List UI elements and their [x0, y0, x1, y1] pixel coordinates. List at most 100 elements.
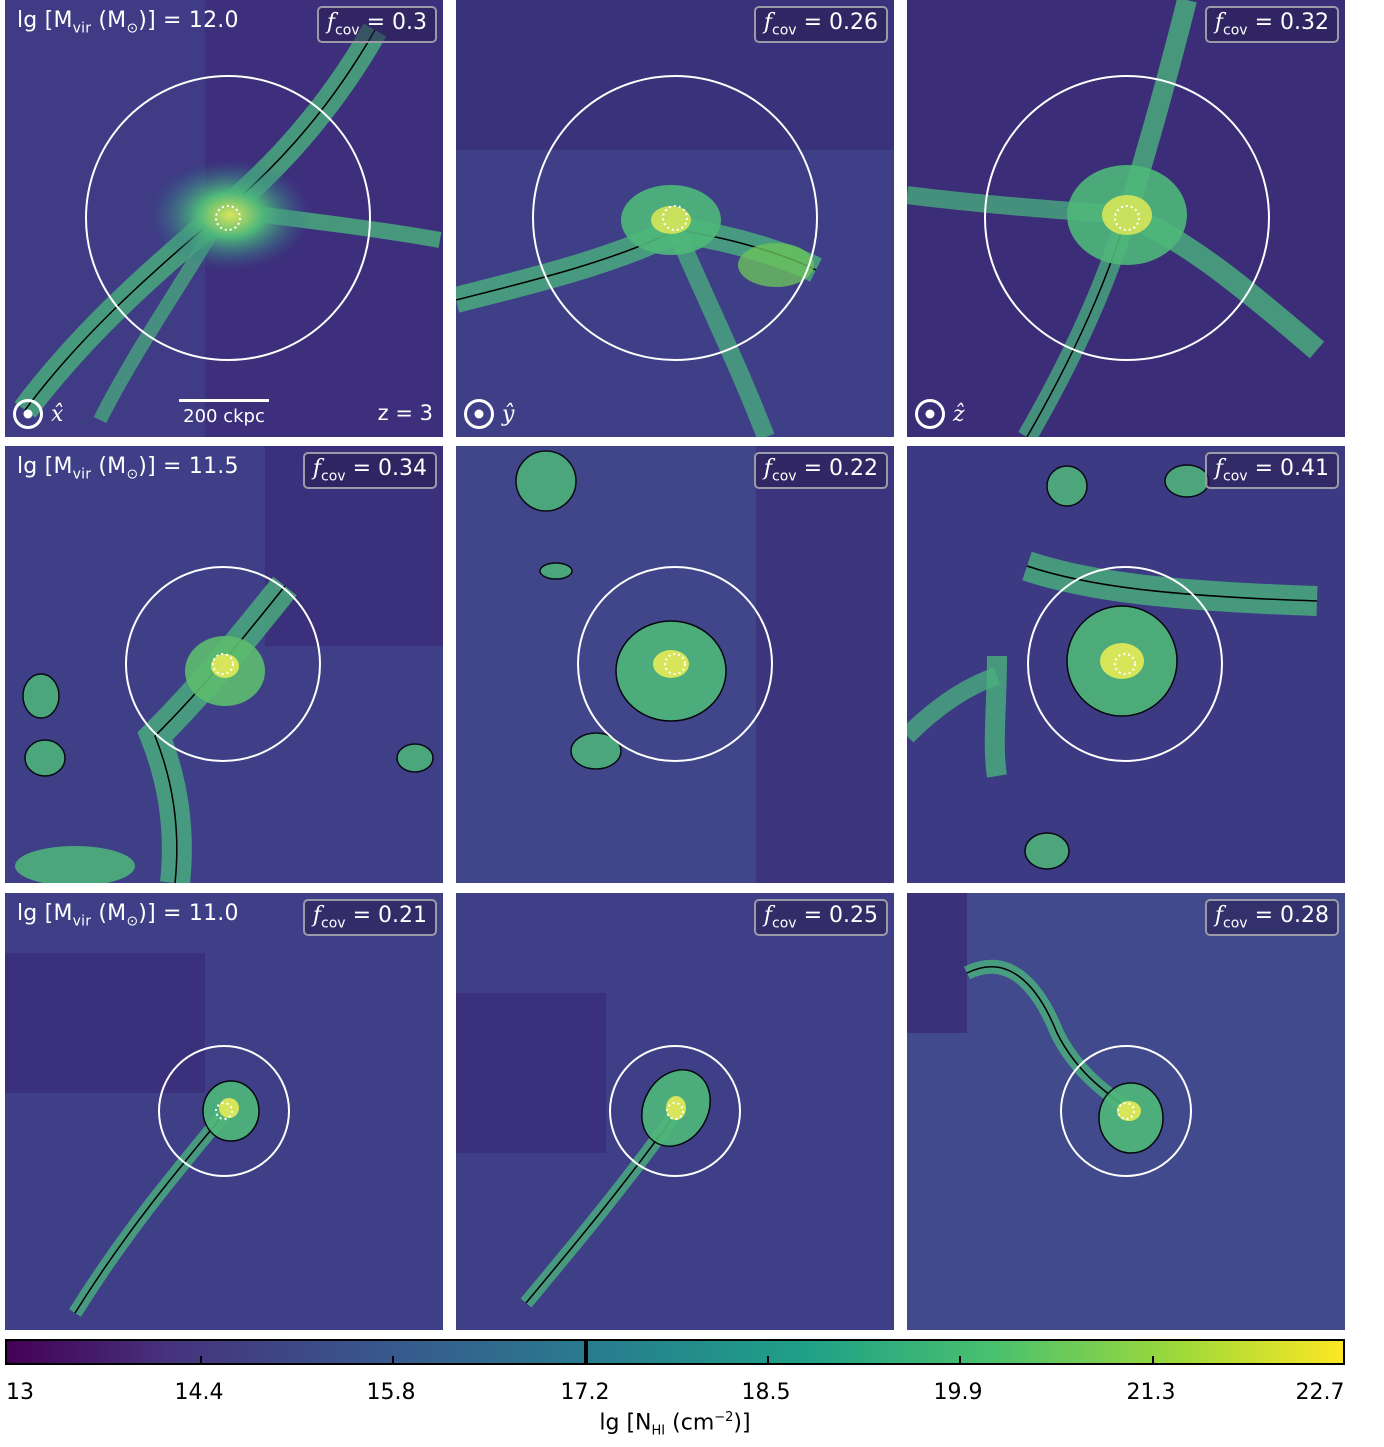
- fcov-eq: =: [359, 10, 392, 35]
- fcov-symbol: f: [312, 456, 322, 481]
- sun-symbol: ⊙: [126, 466, 139, 483]
- projection-axis: ẑ: [915, 399, 965, 429]
- hi-column-density-map: [907, 893, 1345, 1330]
- fcov-sub: cov: [772, 22, 797, 39]
- colorbar-tick: [392, 1356, 394, 1363]
- colorbar-tick: [1152, 1356, 1154, 1363]
- colorbar-tick-label: 22.7: [1295, 1380, 1345, 1405]
- projection-axis: ŷ: [464, 399, 514, 429]
- hi-column-density-map: [456, 0, 894, 437]
- mass-label: lg [Mvir (M⊙)] = 12.0: [17, 8, 239, 36]
- fcov-symbol: f: [763, 10, 773, 35]
- mass-label-text: lg [M: [17, 8, 73, 33]
- fcov-symbol: f: [763, 456, 773, 481]
- colorbar: [5, 1339, 1345, 1365]
- fcov-value: 0.34: [378, 456, 427, 481]
- mass-label-tail: )] = 11.0: [138, 901, 239, 926]
- fcov-sub: cov: [335, 22, 360, 39]
- colorbar-tick: [959, 1356, 961, 1363]
- scale-bar: 200 ckpc: [179, 399, 269, 427]
- fcov-badge: fcov = 0.32: [1204, 6, 1339, 44]
- colorbar-tick-label: 19.9: [933, 1380, 983, 1405]
- fcov-eq: =: [345, 903, 379, 928]
- fcov-symbol: f: [1214, 903, 1224, 928]
- hi-column-density-map: [5, 893, 443, 1330]
- panel-r3-c1: lg [Mvir (M⊙)] = 11.0 fcov = 0.21: [5, 893, 443, 1330]
- colorbar-threshold-marker: [584, 1339, 588, 1365]
- fcov-badge: fcov = 0.21: [302, 899, 437, 937]
- colorbar-tick-label: 17.2: [560, 1380, 610, 1405]
- fcov-sub: cov: [321, 915, 346, 932]
- mass-label-rest: (M: [91, 454, 127, 479]
- fcov-sub: cov: [321, 468, 346, 485]
- colorbar-label-sup: −2: [714, 1410, 734, 1425]
- scale-bar-label: 200 ckpc: [183, 406, 265, 427]
- mass-label-text: lg [M: [17, 901, 73, 926]
- panel-r1-c2: fcov = 0.26 ŷ: [456, 0, 894, 437]
- panel-r3-c2: fcov = 0.25: [456, 893, 894, 1330]
- panel-r3-c3: fcov = 0.28: [907, 893, 1345, 1330]
- fcov-eq: =: [796, 456, 830, 481]
- out-of-page-icon: [464, 399, 494, 429]
- fcov-badge: fcov = 0.22: [753, 452, 888, 490]
- colorbar-tick-label: 13: [6, 1380, 34, 1405]
- out-of-page-icon: [915, 399, 945, 429]
- colorbar-label-end: )]: [733, 1410, 751, 1436]
- fcov-value: 0.32: [1280, 10, 1329, 35]
- axis-label: ŷ: [502, 401, 515, 427]
- fcov-symbol: f: [1214, 10, 1224, 35]
- fcov-value: 0.22: [829, 456, 878, 481]
- fcov-value: 0.28: [1280, 903, 1329, 928]
- fcov-eq: =: [1247, 10, 1281, 35]
- panel-r2-c2: fcov = 0.22: [456, 446, 894, 883]
- fcov-sub: cov: [1223, 22, 1248, 39]
- fcov-badge: fcov = 0.34: [302, 452, 437, 490]
- fcov-symbol: f: [326, 10, 336, 35]
- colorbar-label: lg [NHI (cm−2)]: [0, 1410, 1350, 1439]
- mass-label-tail: )] = 11.5: [138, 454, 239, 479]
- scale-bar-line: [179, 399, 269, 402]
- fcov-badge: fcov = 0.41: [1204, 452, 1339, 490]
- sun-symbol: ⊙: [126, 20, 139, 37]
- fcov-value: 0.26: [829, 10, 878, 35]
- mass-label: lg [Mvir (M⊙)] = 11.5: [17, 454, 239, 482]
- colorbar-tick-label: 15.8: [366, 1380, 416, 1405]
- mass-label: lg [Mvir (M⊙)] = 11.0: [17, 901, 239, 929]
- fcov-sub: cov: [772, 468, 797, 485]
- mass-label-tail: )] = 12.0: [138, 8, 239, 33]
- axis-label: ẑ: [953, 401, 965, 427]
- hi-column-density-map: [456, 446, 894, 883]
- colorbar-label-mid: (cm: [665, 1410, 715, 1436]
- hi-column-density-map: [5, 0, 443, 437]
- colorbar-tick-label: 14.4: [174, 1380, 224, 1405]
- panel-r1-c3: fcov = 0.32 ẑ: [907, 0, 1345, 437]
- fcov-badge: fcov = 0.26: [753, 6, 888, 44]
- fcov-badge: fcov = 0.25: [753, 899, 888, 937]
- mass-label-rest: (M: [91, 8, 127, 33]
- mass-label-text: lg [M: [17, 454, 73, 479]
- fcov-eq: =: [796, 903, 830, 928]
- colorbar-tick: [200, 1356, 202, 1363]
- panel-r1-c1: lg [Mvir (M⊙)] = 12.0 fcov = 0.3 x̂ 200 …: [5, 0, 443, 437]
- fcov-eq: =: [345, 456, 379, 481]
- hi-column-density-map: [5, 446, 443, 883]
- axis-label: x̂: [51, 401, 64, 427]
- colorbar-label-main: lg [N: [599, 1410, 652, 1436]
- fcov-badge: fcov = 0.3: [316, 6, 437, 44]
- fcov-sub: cov: [1223, 468, 1248, 485]
- panel-r2-c1: lg [Mvir (M⊙)] = 11.5 fcov = 0.34: [5, 446, 443, 883]
- colorbar-tick-label: 21.3: [1126, 1380, 1176, 1405]
- fcov-value: 0.41: [1280, 456, 1329, 481]
- colorbar-tick-labels: 13 14.4 15.8 17.2 18.5 19.9 21.3 22.7: [0, 1380, 1384, 1410]
- fcov-symbol: f: [1214, 456, 1224, 481]
- mass-label-sub: vir: [72, 20, 92, 37]
- fcov-eq: =: [1247, 456, 1281, 481]
- redshift-label: z = 3: [377, 401, 433, 425]
- colorbar-tick-label: 18.5: [741, 1380, 791, 1405]
- fcov-symbol: f: [763, 903, 773, 928]
- fcov-eq: =: [1247, 903, 1281, 928]
- out-of-page-icon: [13, 399, 43, 429]
- fcov-eq: =: [796, 10, 830, 35]
- fcov-sub: cov: [1223, 915, 1248, 932]
- fcov-value: 0.3: [392, 10, 427, 35]
